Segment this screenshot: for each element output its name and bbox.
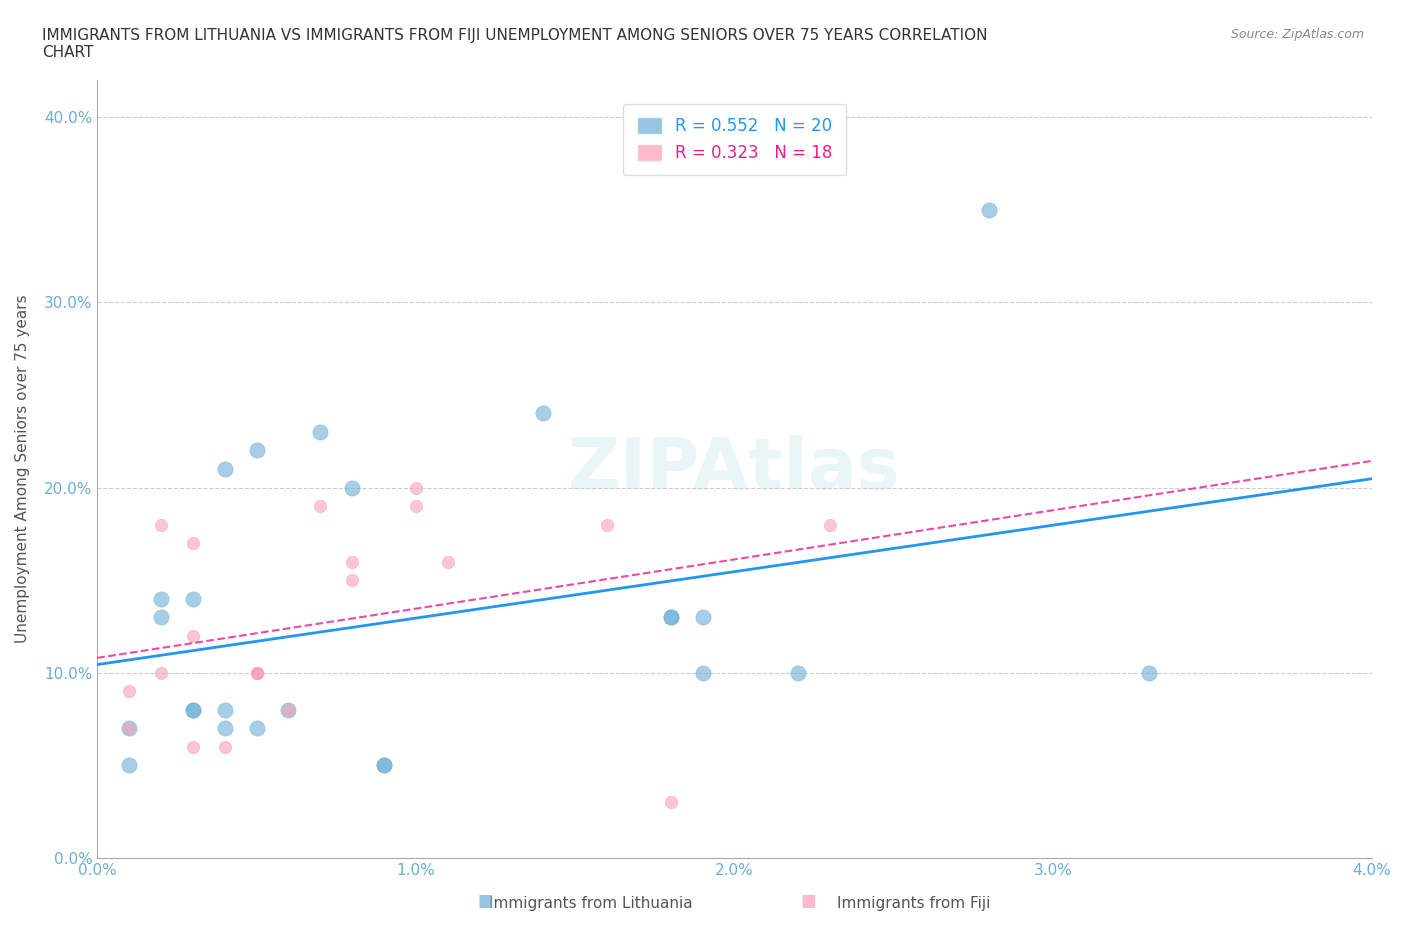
Y-axis label: Unemployment Among Seniors over 75 years: Unemployment Among Seniors over 75 years [15, 295, 30, 644]
Point [277, 702, 299, 717]
Point [181, 536, 204, 551]
Text: IMMIGRANTS FROM LITHUANIA VS IMMIGRANTS FROM FIJI UNEMPLOYMENT AMONG SENIORS OVE: IMMIGRANTS FROM LITHUANIA VS IMMIGRANTS … [42, 28, 987, 60]
Point [118, 758, 141, 773]
Point [309, 424, 332, 439]
Text: Immigrants from Fiji: Immigrants from Fiji [837, 897, 991, 911]
Point [373, 758, 395, 773]
Point [659, 610, 682, 625]
Text: Source: ZipAtlas.com: Source: ZipAtlas.com [1230, 28, 1364, 41]
Point [181, 629, 204, 644]
Point [214, 702, 236, 717]
Point [340, 480, 363, 495]
Point [245, 721, 267, 736]
Point [692, 665, 714, 680]
Point [436, 554, 458, 569]
Point [214, 739, 236, 754]
Text: Immigrants from Lithuania: Immigrants from Lithuania [489, 897, 692, 911]
Point [531, 406, 554, 421]
Point [309, 498, 332, 513]
Point [277, 702, 299, 717]
Point [118, 721, 141, 736]
Point [149, 665, 172, 680]
Point [214, 461, 236, 476]
Point [659, 610, 682, 625]
Point [405, 498, 427, 513]
Point [692, 610, 714, 625]
Point [181, 702, 204, 717]
Point [181, 702, 204, 717]
Point [245, 665, 267, 680]
Point [181, 591, 204, 606]
Point [596, 517, 619, 532]
Point [1137, 665, 1160, 680]
Point [149, 517, 172, 532]
Text: ■: ■ [477, 892, 494, 910]
Point [245, 665, 267, 680]
Point [373, 758, 395, 773]
Point [405, 480, 427, 495]
Point [118, 721, 141, 736]
Point [149, 591, 172, 606]
Point [340, 554, 363, 569]
Point [245, 665, 267, 680]
Point [340, 573, 363, 588]
Point [979, 203, 1001, 218]
Point [149, 610, 172, 625]
Point [818, 517, 841, 532]
Text: ZIPAtlas: ZIPAtlas [568, 434, 901, 503]
Point [214, 721, 236, 736]
Point [118, 684, 141, 698]
Point [659, 795, 682, 810]
Legend: R = 0.552   N = 20, R = 0.323   N = 18: R = 0.552 N = 20, R = 0.323 N = 18 [623, 104, 845, 176]
Text: ■: ■ [800, 892, 817, 910]
Point [245, 443, 267, 458]
Point [181, 739, 204, 754]
Point [787, 665, 810, 680]
